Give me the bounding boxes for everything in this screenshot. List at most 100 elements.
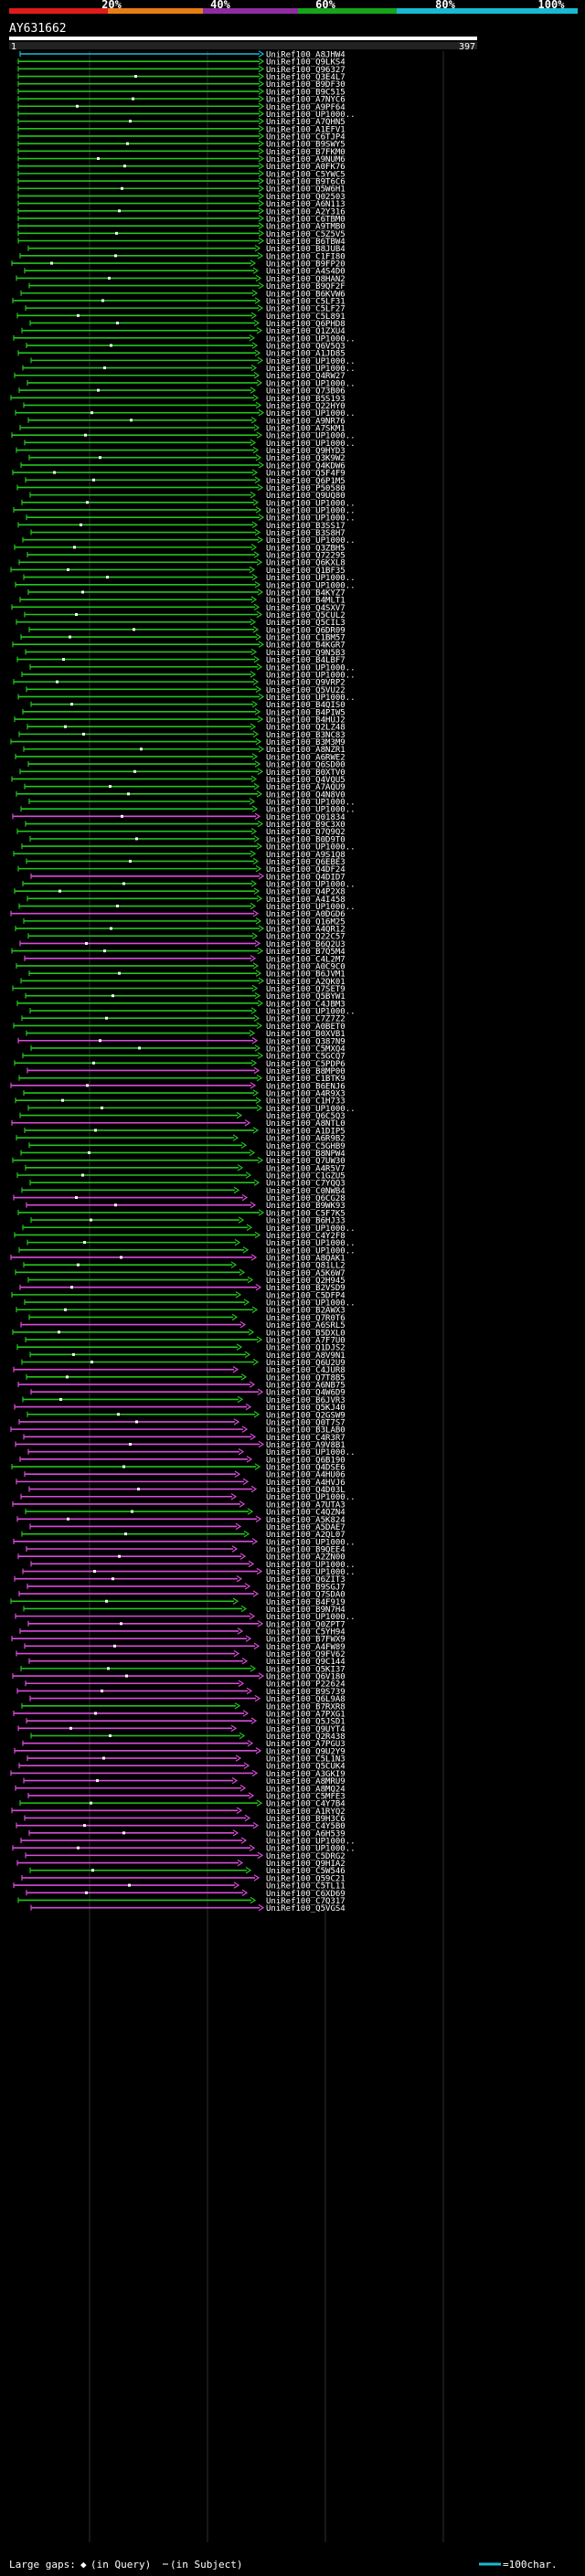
hit-row[interactable]: UniRef100_B9S739 [16, 1687, 346, 1697]
hit-row[interactable]: UniRef100_B7Q5M4 [11, 947, 346, 957]
hit-row[interactable]: UniRef100_Q6L9A8 [29, 1694, 346, 1704]
hit-id-label[interactable]: UniRef100_C4Y5B0 [266, 1822, 346, 1831]
hit-id-label[interactable]: UniRef100_A4R5V7 [266, 1164, 346, 1173]
hit-id-label[interactable]: UniRef100_Q4W6D9 [266, 1389, 346, 1398]
hit-row[interactable]: UniRef100_Q5CUL2 [24, 610, 346, 620]
hit-row[interactable]: UniRef100_C5YWC5 [17, 170, 346, 179]
hit-id-label[interactable]: UniRef100_A2Y316 [266, 207, 346, 217]
hit-row[interactable]: UniRef100_UP1000.. [20, 1837, 356, 1847]
hit-id-label[interactable]: UniRef100_A0BET0 [266, 1023, 346, 1032]
hit-id-label[interactable]: UniRef100_C4R3R7 [266, 1434, 346, 1443]
hit-row[interactable]: UniRef100_UP1000.. [17, 110, 356, 120]
hit-row[interactable]: UniRef100_B7RXR8 [21, 1702, 346, 1712]
hit-id-label[interactable]: UniRef100_A7SKM1 [266, 425, 346, 434]
hit-id-label[interactable]: UniRef100_C5GHB9 [266, 1142, 346, 1151]
hit-row[interactable]: UniRef100_C5LF31 [12, 297, 346, 306]
hit-row[interactable]: UniRef100_A3GKI9 [10, 1769, 346, 1779]
hit-row[interactable]: UniRef100_UP1000.. [23, 573, 356, 583]
hit-id-label[interactable]: UniRef100_UP1000.. [266, 514, 356, 524]
hit-id-label[interactable]: UniRef100_B2VSD9 [266, 1284, 346, 1293]
hit-id-label[interactable]: UniRef100_A5K824 [266, 1516, 346, 1525]
hit-id-label[interactable]: UniRef100_Q4N8V0 [266, 790, 346, 800]
hit-row[interactable]: UniRef100_UP1000.. [15, 581, 356, 590]
hit-id-label[interactable]: UniRef100_B4PIW5 [266, 708, 346, 717]
hit-id-label[interactable]: UniRef100_C6TBM0 [266, 215, 346, 224]
hit-row[interactable]: UniRef100_B9WK93 [26, 1202, 346, 1211]
hit-row[interactable]: UniRef100_B3S8H7 [30, 528, 346, 538]
hit-row[interactable]: UniRef100_Q02503 [17, 192, 346, 202]
hit-id-label[interactable]: UniRef100_UP1000.. [266, 334, 356, 344]
hit-row[interactable]: UniRef100_Q96327 [17, 65, 346, 75]
hit-id-label[interactable]: UniRef100_Q4VQU5 [266, 776, 346, 785]
hit-id-label[interactable]: UniRef100_Q2H945 [266, 1277, 346, 1286]
hit-id-label[interactable]: UniRef100_UP1000.. [266, 536, 356, 546]
hit-id-label[interactable]: UniRef100_UP1000.. [266, 843, 356, 853]
hit-row[interactable]: UniRef100_UP1000.. [11, 431, 356, 441]
hit-row[interactable]: UniRef100_Q387N9 [17, 1037, 346, 1046]
hit-row[interactable]: UniRef100_A4QR12 [15, 925, 346, 935]
hit-id-label[interactable]: UniRef100_Q6V180 [266, 1673, 346, 1682]
hit-row[interactable]: UniRef100_UP1000.. [15, 408, 356, 419]
hit-row[interactable]: UniRef100_UP1000.. [22, 364, 356, 374]
hit-row[interactable]: UniRef100_C5PDP6 [14, 1059, 346, 1069]
hit-row[interactable]: UniRef100_Q6ZIT3 [14, 1575, 346, 1585]
hit-id-label[interactable]: UniRef100_A1RYQ2 [266, 1807, 346, 1817]
hit-id-label[interactable]: UniRef100_Q22C57 [266, 933, 346, 942]
hit-id-label[interactable]: UniRef100_UP1000.. [266, 880, 356, 889]
hit-id-label[interactable]: UniRef100_A3GKI9 [266, 1770, 346, 1779]
hit-id-label[interactable]: UniRef100_Q72295 [266, 552, 346, 561]
hit-row[interactable]: UniRef100_A4S4D0 [24, 267, 346, 277]
hit-id-label[interactable]: UniRef100_B8NPW4 [266, 1150, 346, 1159]
hit-id-label[interactable]: UniRef100_Q6EBE3 [266, 858, 346, 867]
hit-id-label[interactable]: UniRef100_UP1000.. [266, 806, 356, 815]
hit-id-label[interactable]: UniRef100_B0XTV0 [266, 769, 346, 778]
hit-row[interactable]: UniRef100_UP1000.. [26, 514, 356, 524]
hit-row[interactable]: UniRef100_UP1000.. [24, 439, 356, 449]
hit-row[interactable]: UniRef100_UP1000.. [13, 506, 356, 515]
hit-id-label[interactable]: UniRef100_A7NYC6 [266, 96, 346, 105]
hit-row[interactable]: UniRef100_A1DIP5 [24, 1127, 346, 1136]
hit-id-label[interactable]: UniRef100_A5K6W7 [266, 1269, 346, 1278]
hit-id-label[interactable]: UniRef100_A6R9B2 [266, 1135, 346, 1144]
hit-id-label[interactable]: UniRef100_A6SRL5 [266, 1321, 346, 1330]
hit-id-label[interactable]: UniRef100_A7AQU9 [266, 783, 346, 792]
hit-row[interactable]: UniRef100_UP1000.. [18, 1246, 356, 1256]
hit-row[interactable]: UniRef100_C5GCQ7 [22, 1052, 346, 1062]
hit-row[interactable]: UniRef100_UP1000.. [22, 880, 356, 889]
hit-row[interactable]: UniRef100_B0XTV0 [19, 768, 346, 778]
hit-id-label[interactable]: UniRef100_B0D9T0 [266, 835, 346, 844]
hit-id-label[interactable]: UniRef100_UP1000.. [266, 1239, 356, 1248]
hit-id-label[interactable]: UniRef100_B9S739 [266, 1688, 346, 1697]
hit-row[interactable]: UniRef100_A9S1Q8 [13, 850, 346, 860]
hit-row[interactable]: UniRef100_Q6CG28 [13, 1193, 346, 1203]
hit-row[interactable]: UniRef100_A8QAK1 [10, 1254, 346, 1263]
hit-row[interactable]: UniRef100_UP1000.. [27, 1104, 356, 1114]
hit-row[interactable]: UniRef100_Q9C144 [28, 1657, 346, 1667]
hit-id-label[interactable]: UniRef100_C4L2M7 [266, 955, 346, 964]
hit-row[interactable]: UniRef100_UP1000.. [22, 1567, 356, 1577]
hit-id-label[interactable]: UniRef100_Q9HIA2 [266, 1860, 346, 1869]
hit-row[interactable]: UniRef100_UP1000.. [21, 843, 356, 853]
hit-row[interactable]: UniRef100_Q3E4L7 [17, 72, 346, 82]
hit-row[interactable]: UniRef100_P22624 [25, 1680, 346, 1690]
hit-id-label[interactable]: UniRef100_Q3E4L7 [266, 73, 346, 82]
hit-id-label[interactable]: UniRef100_UP1000.. [266, 903, 356, 912]
hit-row[interactable]: UniRef100_A9NR76 [27, 417, 346, 426]
hit-id-label[interactable]: UniRef100_B9N7H4 [266, 1606, 346, 1615]
hit-row[interactable]: UniRef100_Q6PHD8 [29, 319, 346, 329]
hit-id-label[interactable]: UniRef100_C1GZU5 [266, 1172, 346, 1182]
hit-id-label[interactable]: UniRef100_A9PF64 [266, 103, 346, 112]
hit-id-label[interactable]: UniRef100_Q4KDW6 [266, 461, 346, 471]
hit-id-label[interactable]: UniRef100_Q2GSW9 [266, 1411, 346, 1420]
hit-id-label[interactable]: UniRef100_C1FI80 [266, 252, 346, 261]
hit-row[interactable]: UniRef100_A9NUM6 [17, 154, 346, 164]
hit-row[interactable]: UniRef100_B8MP00 [27, 1066, 346, 1076]
hit-id-label[interactable]: UniRef100_Q9UQ80 [266, 492, 346, 501]
hit-row[interactable]: UniRef100_Q9HYD3 [16, 446, 346, 456]
hit-id-label[interactable]: UniRef100_A7QHN5 [266, 118, 346, 127]
hit-row[interactable]: UniRef100_Q6P1M5 [25, 476, 346, 486]
hit-id-label[interactable]: UniRef100_UP1000.. [266, 440, 356, 449]
hit-id-label[interactable]: UniRef100_Q4D03L [266, 1486, 346, 1495]
hit-row[interactable]: UniRef100_Q6EBE3 [26, 857, 346, 867]
hit-id-label[interactable]: UniRef100_B9C3X0 [266, 821, 346, 830]
